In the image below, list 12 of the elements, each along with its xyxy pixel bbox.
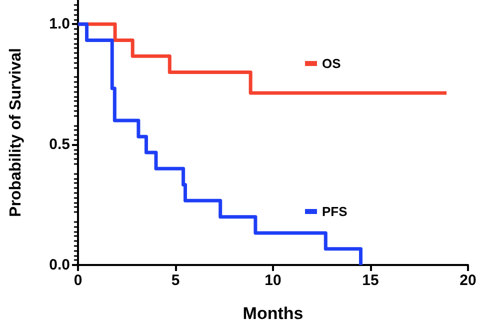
y-axis-title: Probability of Survival <box>8 48 24 217</box>
x-tick-label: 20 <box>460 272 476 289</box>
legend-label: PFS <box>322 204 348 219</box>
legend-label: OS <box>322 56 342 71</box>
x-tick-label: 5 <box>171 272 180 289</box>
x-tick-label: 10 <box>264 272 282 289</box>
x-tick-label: 0 <box>74 272 82 289</box>
y-tick-label: 0.0 <box>49 256 70 274</box>
x-axis-title: Months <box>242 304 304 323</box>
x-tick-label: 15 <box>362 272 379 289</box>
y-tick-label: 1.0 <box>49 16 70 33</box>
y-tick-label: 0.5 <box>49 136 70 154</box>
